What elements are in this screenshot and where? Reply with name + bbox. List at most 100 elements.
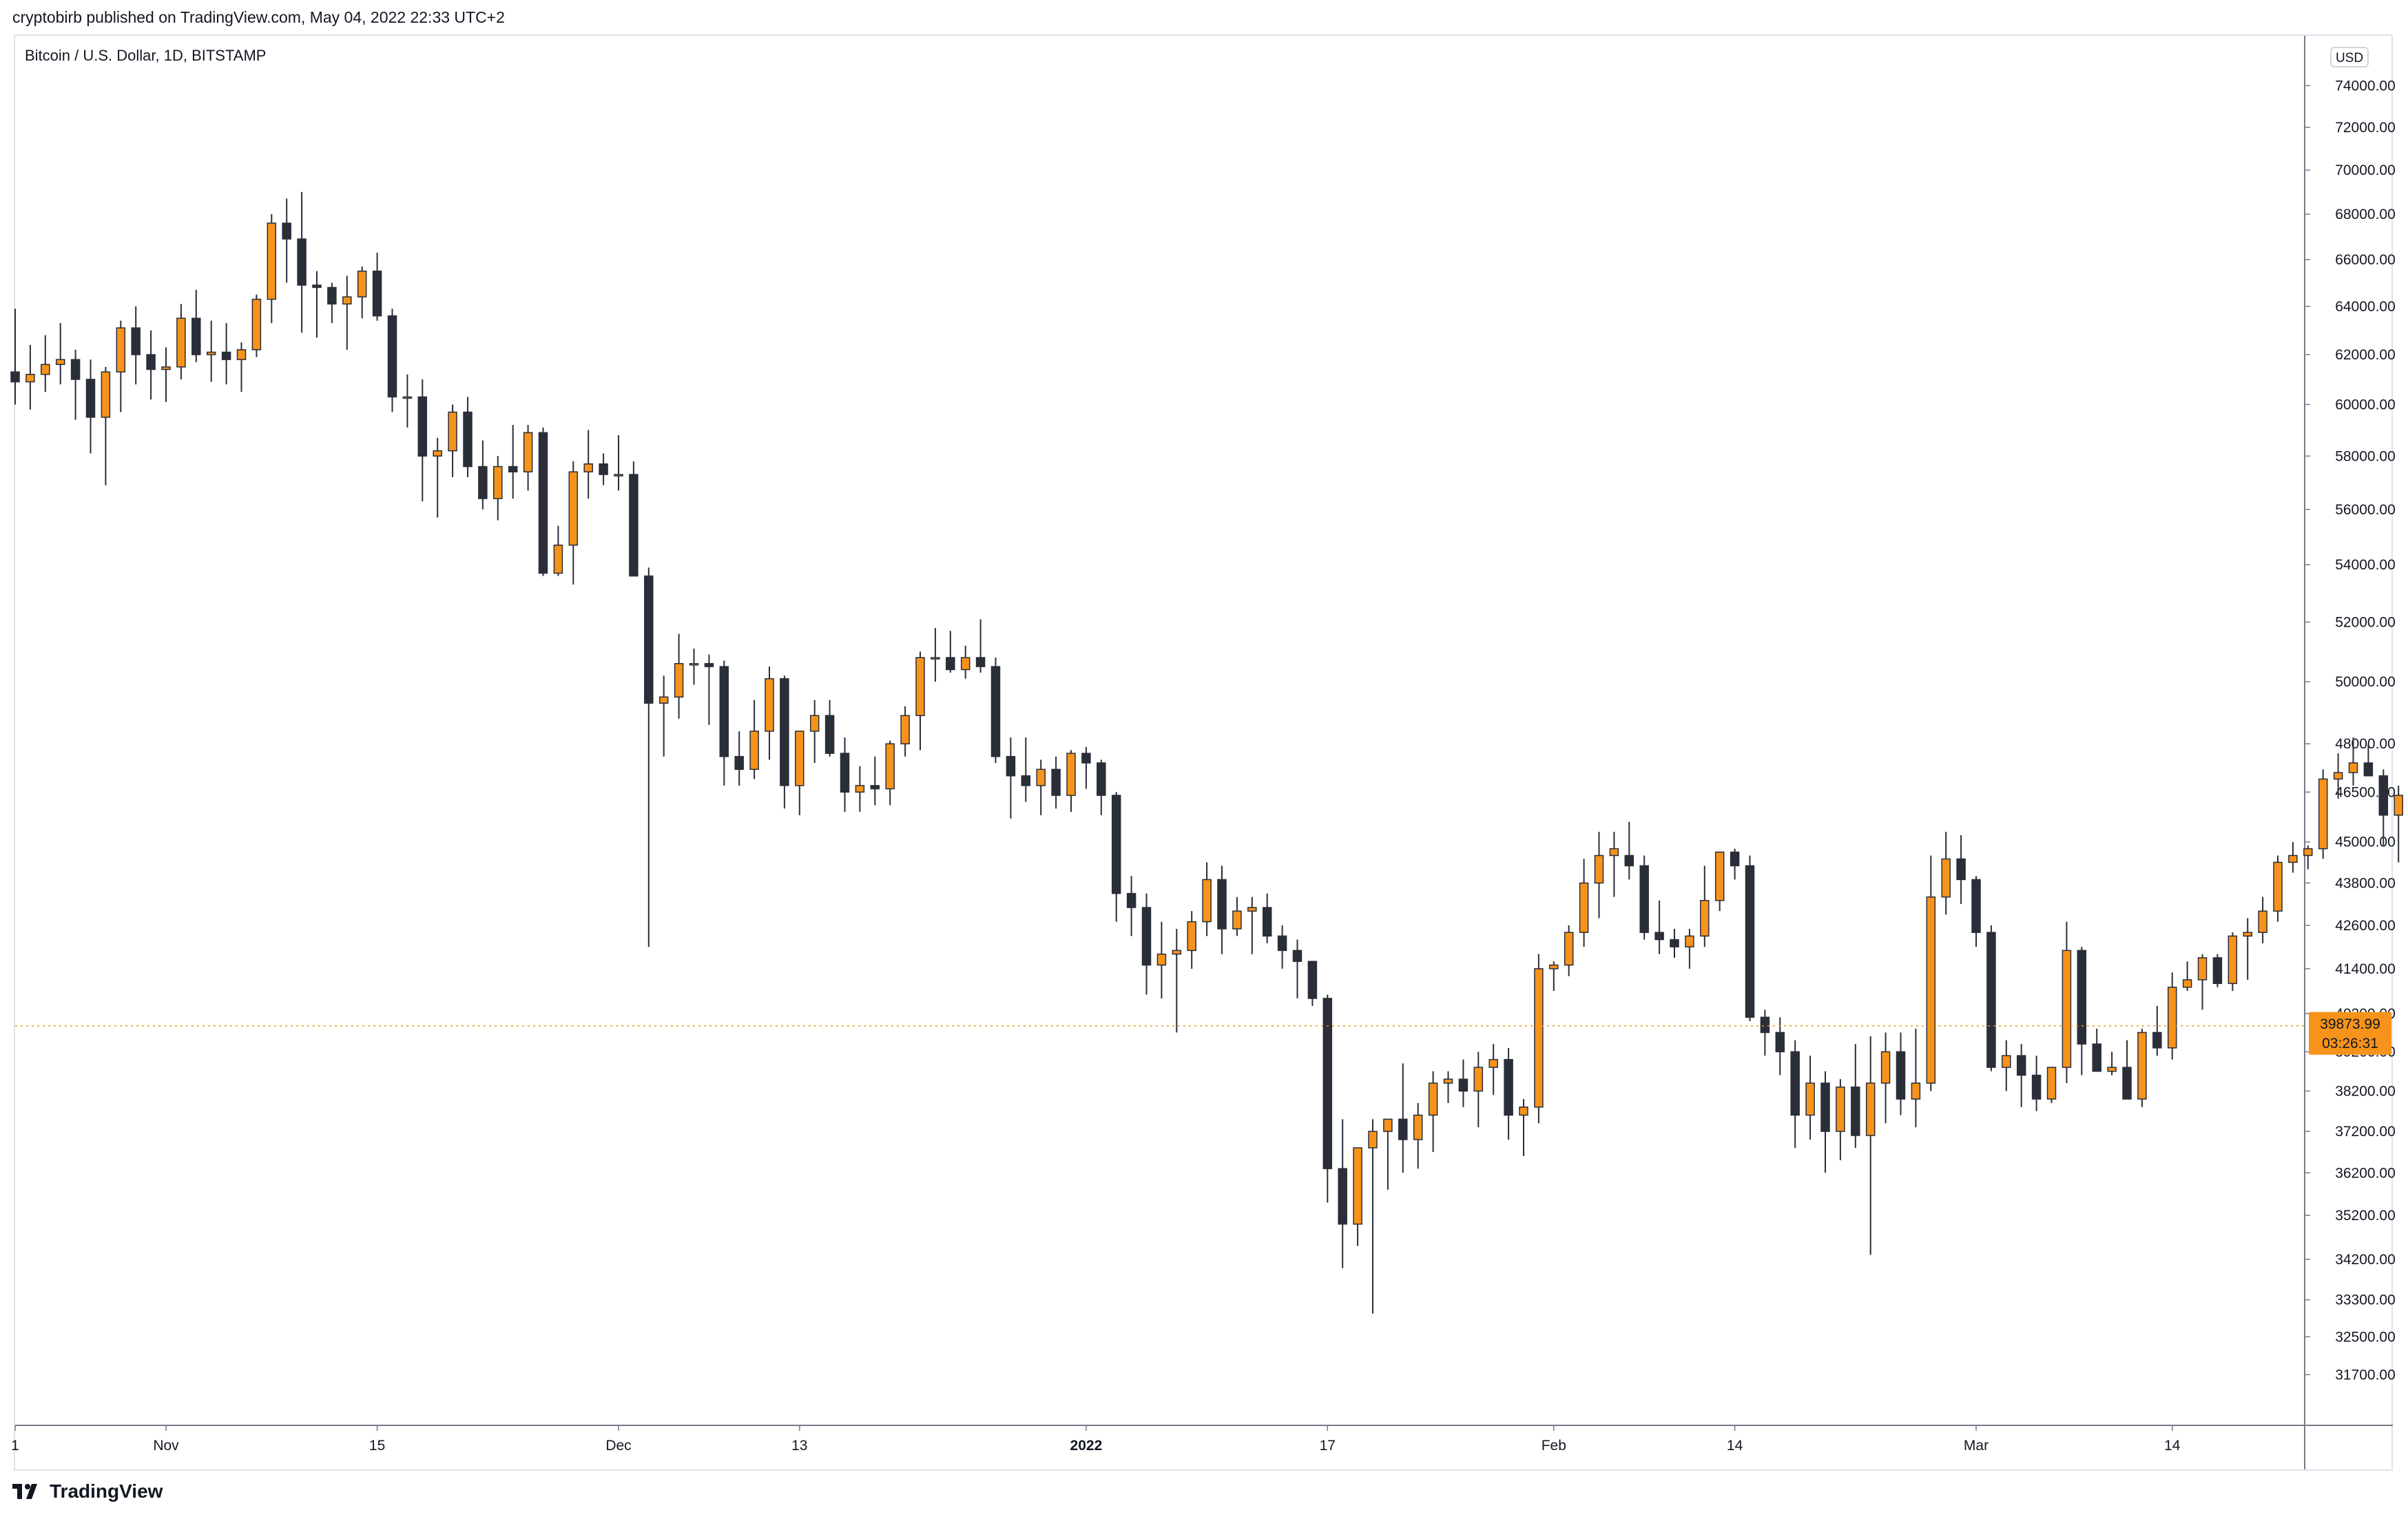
candle-body xyxy=(1790,1051,1800,1116)
candle-body xyxy=(10,371,20,383)
candle-body xyxy=(221,351,231,360)
time-tick-label: Feb xyxy=(1542,1438,1566,1454)
price-tick-label: 64000.00 xyxy=(2335,299,2396,315)
candle-body xyxy=(1911,1082,1921,1100)
candle-body xyxy=(1730,851,1740,867)
price-tick-label: 32500.00 xyxy=(2335,1329,2396,1345)
price-tick-label: 33300.00 xyxy=(2335,1292,2396,1308)
candle-body xyxy=(1896,1051,1906,1100)
candle-body xyxy=(2092,1043,2101,1072)
price-tick-label: 50000.00 xyxy=(2335,674,2396,690)
candle-body xyxy=(2348,762,2358,773)
candle-body xyxy=(267,222,277,300)
candle-body xyxy=(2152,1031,2162,1049)
candle-body xyxy=(1413,1114,1423,1140)
candle-body xyxy=(2077,950,2087,1045)
candle-body xyxy=(1292,950,1302,962)
price-tick-label: 45000.00 xyxy=(2335,835,2396,850)
candle-body xyxy=(1488,1058,1498,1068)
candle-body xyxy=(1338,1168,1347,1225)
candle-body xyxy=(1458,1078,1468,1092)
candle-body xyxy=(1685,935,1694,947)
candle-body xyxy=(1836,1086,1845,1132)
candle-body xyxy=(1051,768,1061,796)
candle-body xyxy=(1021,775,1031,786)
price-tick-label: 41400.00 xyxy=(2335,961,2396,977)
candle-body xyxy=(2378,775,2389,816)
candle-body xyxy=(1971,879,1981,933)
candle-body xyxy=(1609,848,1619,857)
candle-body xyxy=(2212,957,2223,985)
price-tick-label: 66000.00 xyxy=(2335,252,2396,268)
candle-body xyxy=(1322,998,1333,1169)
candle-body xyxy=(915,657,925,716)
footer-brand[interactable]: TradingView xyxy=(12,1480,163,1502)
candle-body xyxy=(146,354,156,370)
candle-body xyxy=(1865,1082,1876,1136)
candle-body xyxy=(765,678,774,732)
price-tick-label: 48000.00 xyxy=(2335,736,2396,752)
candle-body xyxy=(478,465,488,499)
price-tick-label: 68000.00 xyxy=(2335,207,2396,222)
time-tick-label: 15 xyxy=(369,1438,385,1454)
candle-body xyxy=(161,366,171,370)
candle-body xyxy=(1111,795,1121,894)
candle-body xyxy=(1307,961,1318,999)
candle-body xyxy=(312,284,322,289)
candle-body xyxy=(538,432,548,574)
candle-body xyxy=(251,298,262,350)
last-price-value: 39873.99 xyxy=(2320,1016,2380,1032)
candle-body xyxy=(1670,939,1679,947)
candle-body xyxy=(1036,768,1046,786)
candle-body xyxy=(568,471,579,546)
candle-body xyxy=(2303,848,2313,857)
candle-body xyxy=(1594,855,1604,884)
candle-body xyxy=(387,315,397,398)
candle-body xyxy=(840,753,850,793)
candle-body xyxy=(282,222,291,240)
price-tick-label: 43800.00 xyxy=(2335,875,2396,891)
candle-body xyxy=(493,465,503,499)
price-tick-label: 35200.00 xyxy=(2335,1208,2396,1224)
candle-body xyxy=(2167,986,2177,1049)
candle-body xyxy=(1428,1082,1438,1116)
candle-body xyxy=(327,286,337,305)
candle-body xyxy=(1549,964,1559,970)
candle-body xyxy=(131,327,141,355)
candle-body xyxy=(1624,855,1634,867)
candle-body xyxy=(2002,1055,2011,1068)
candle-body xyxy=(1081,753,1091,764)
candle-body xyxy=(1941,858,1951,898)
candle-body xyxy=(885,743,895,790)
candle-body xyxy=(2273,861,2283,912)
price-tick-label: 36200.00 xyxy=(2335,1165,2396,1181)
candle-body xyxy=(1443,1078,1453,1084)
price-tick-label: 34200.00 xyxy=(2335,1252,2396,1268)
time-tick-label: 14 xyxy=(1727,1438,1743,1454)
candle-body xyxy=(689,662,699,666)
candle-body xyxy=(1714,851,1725,901)
candle-body xyxy=(1277,935,1287,952)
candle-body xyxy=(463,411,473,468)
candle-body xyxy=(1353,1147,1362,1225)
candle-body xyxy=(402,396,413,399)
candle-body xyxy=(357,271,367,297)
candle-body xyxy=(629,474,639,577)
candle-body xyxy=(674,662,684,698)
candle-body xyxy=(1473,1067,1484,1092)
currency-label[interactable]: USD xyxy=(2330,47,2369,67)
candle-body xyxy=(191,317,201,355)
candle-body xyxy=(1006,755,1016,777)
candle-body xyxy=(1700,900,1710,937)
candle-body xyxy=(2258,910,2267,933)
publisher-caption: cryptobirb published on TradingView.com,… xyxy=(12,8,505,26)
candle-body xyxy=(417,396,428,457)
time-tick-label: 17 xyxy=(1320,1438,1336,1454)
candle-body xyxy=(2046,1067,2057,1100)
candle-body xyxy=(719,666,729,757)
candle-body xyxy=(1760,1016,1770,1034)
candle-body xyxy=(1247,907,1257,912)
candle-body xyxy=(1534,968,1544,1108)
candle-body xyxy=(734,755,744,771)
